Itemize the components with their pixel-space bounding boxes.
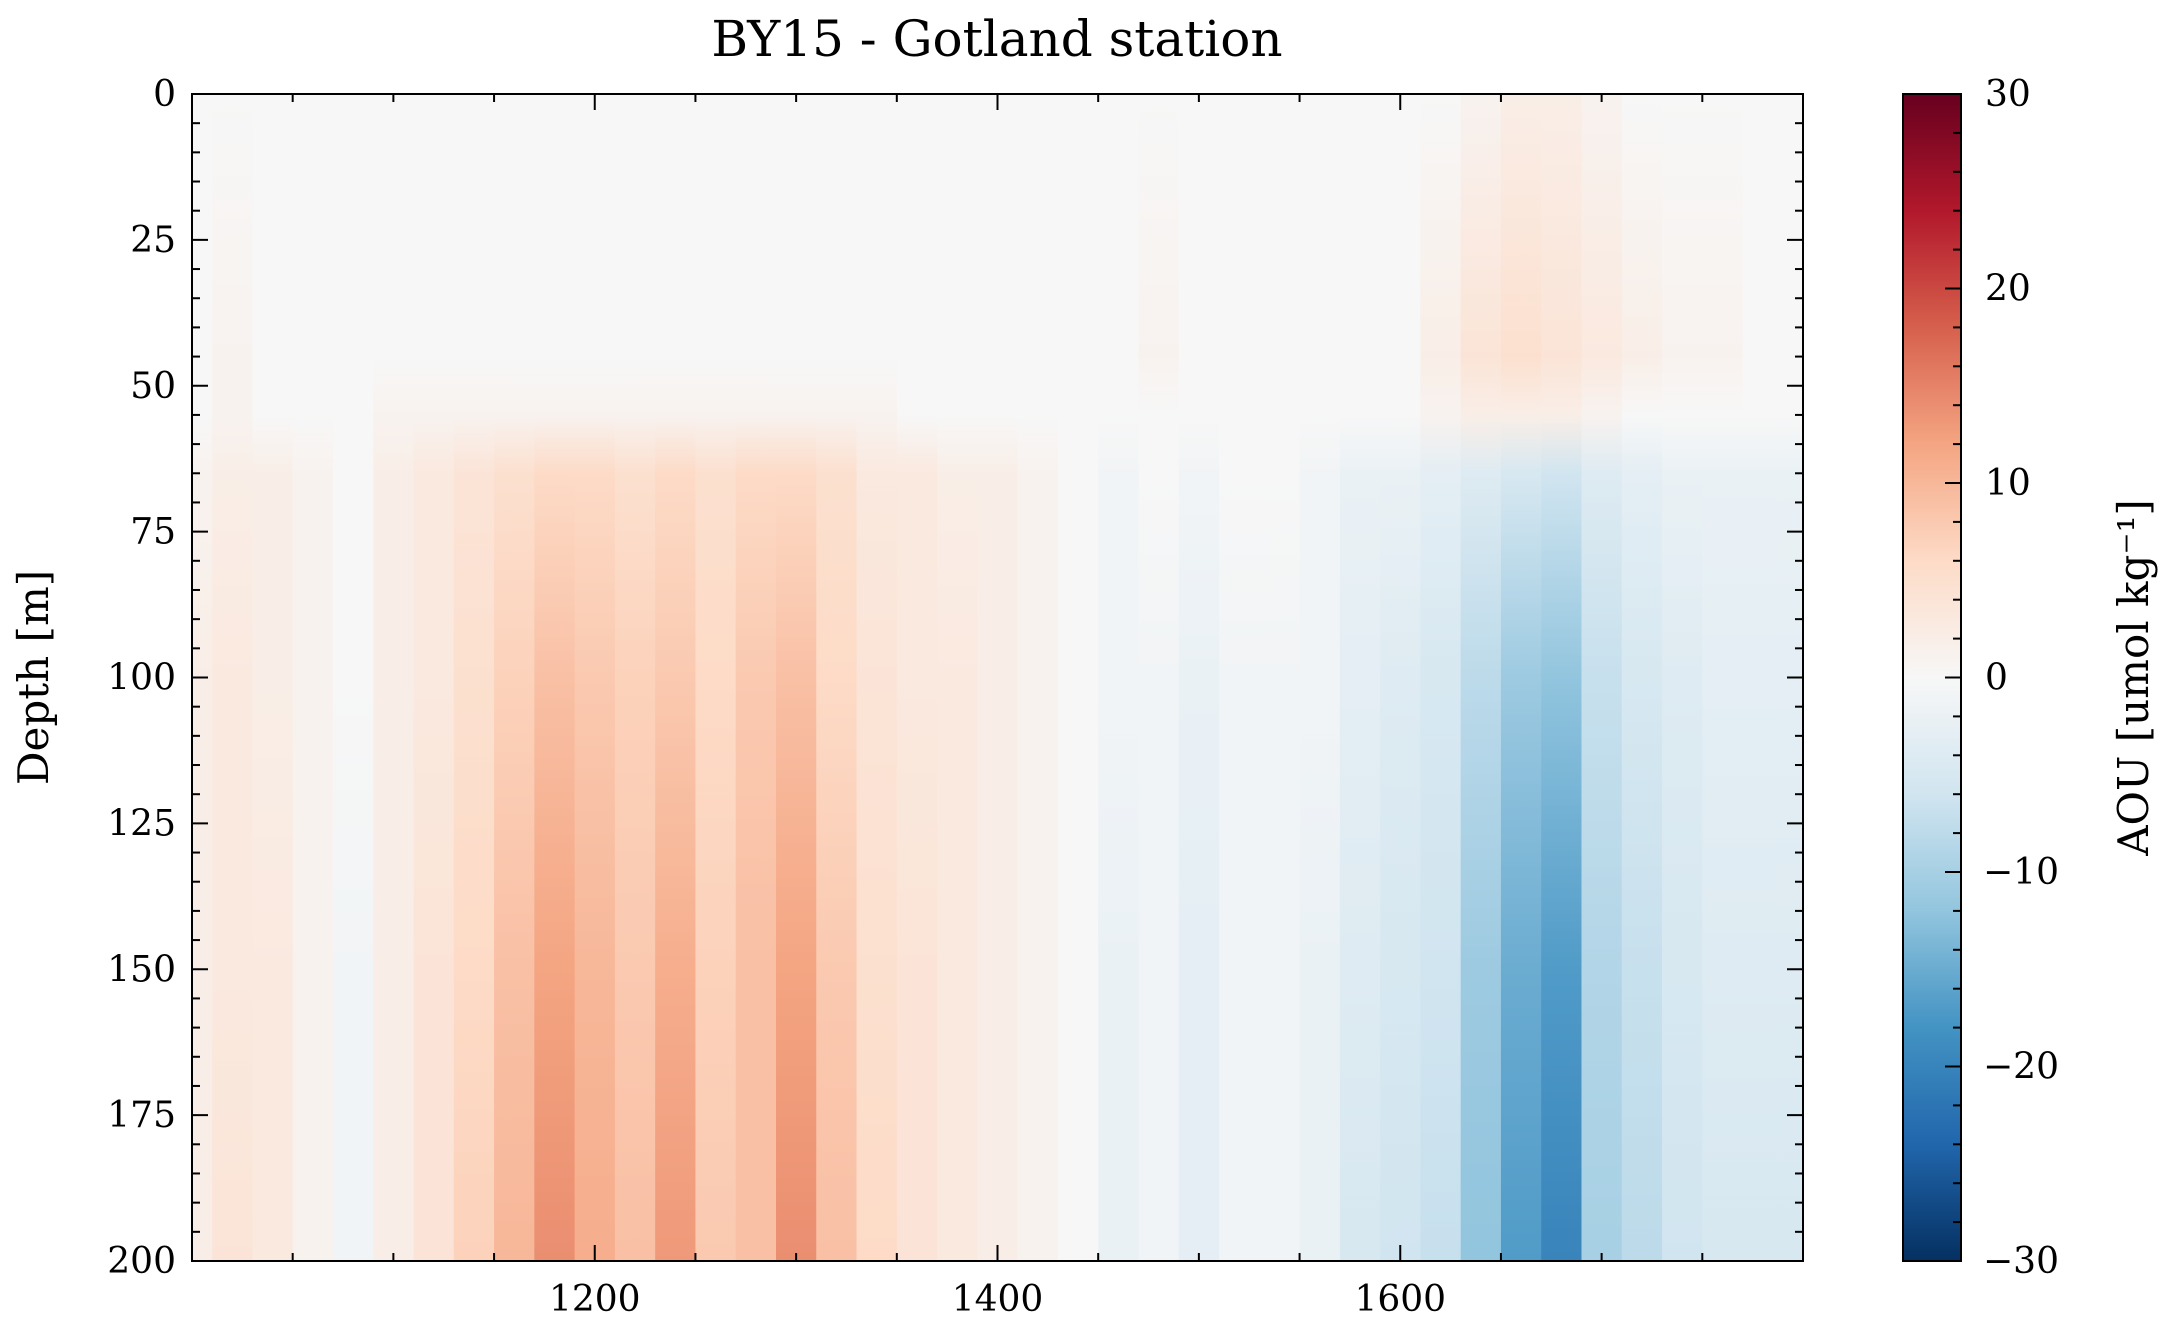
heatmap-column — [1017, 94, 1059, 1261]
heatmap-column — [977, 94, 1019, 1261]
heatmap-column — [373, 94, 415, 1261]
x-tick-label: 1200 — [549, 1279, 641, 1320]
heatmap-column — [1460, 94, 1502, 1261]
heatmap-column — [614, 94, 656, 1261]
heatmap-column — [655, 94, 697, 1261]
colorbar-tick-label: 0 — [1985, 658, 2008, 699]
chart-title: BY15 - Gotland station — [711, 10, 1282, 68]
heatmap-column — [534, 94, 576, 1261]
heatmap-column — [735, 94, 777, 1261]
heatmap-column — [896, 94, 938, 1261]
heatmap-column — [1098, 94, 1140, 1261]
x-tick-label: 1400 — [952, 1279, 1044, 1320]
heatmap-column — [1500, 94, 1542, 1261]
heatmap-column — [816, 94, 858, 1261]
y-tick-label: 75 — [130, 512, 176, 553]
heatmap-cells — [192, 94, 1803, 1261]
colorbar-tick-label: −20 — [1983, 1047, 2059, 1088]
y-axis-label: Depth [m] — [9, 570, 58, 785]
y-tick-label: 200 — [107, 1241, 176, 1282]
y-tick-label: 25 — [130, 220, 176, 261]
heatmap-column — [695, 94, 737, 1261]
colorbar-tick-label: 10 — [1985, 463, 2031, 504]
y-tick-label: 100 — [107, 658, 176, 699]
heatmap-column — [937, 94, 978, 1261]
heatmap-column — [1259, 94, 1301, 1261]
heatmap-column — [413, 94, 455, 1261]
heatmap-column — [1420, 94, 1462, 1261]
y-tick-label: 50 — [130, 366, 176, 407]
heatmap-column — [1057, 94, 1099, 1261]
y-tick-label: 125 — [107, 803, 176, 844]
heatmap-column — [453, 94, 495, 1261]
heatmap-column — [856, 94, 898, 1261]
colorbar-label: AOU [umol kg⁻¹] — [2109, 499, 2158, 857]
colorbar-tick-label: −10 — [1983, 852, 2059, 893]
heatmap-column — [1219, 94, 1260, 1261]
y-tick-label: 175 — [107, 1095, 176, 1136]
heatmap-column — [1541, 94, 1583, 1261]
heatmap-column — [1299, 94, 1341, 1261]
heatmap-column — [1380, 94, 1421, 1261]
colorbar: 30 20 10 0 −10 −20 −30 AOU [umol kg⁻¹] — [1902, 74, 2158, 1282]
heatmap-column — [1178, 94, 1220, 1261]
colorbar-tick-label: −30 — [1983, 1241, 2059, 1282]
heatmap-column — [1339, 94, 1381, 1261]
heatmap-column — [332, 94, 374, 1261]
heatmap-column — [1138, 94, 1180, 1261]
heatmap-column — [212, 94, 254, 1261]
heatmap-column — [1581, 94, 1623, 1261]
heatmap-column — [292, 94, 334, 1261]
heatmap-column — [574, 94, 616, 1261]
axes: 1200 1400 1600 0 25 50 75 100 125 150 175 200 BY15 -… — [9, 10, 1804, 1320]
colorbar-tick-label: 20 — [1985, 269, 2031, 310]
x-tick-label: 1600 — [1354, 1279, 1446, 1320]
heatmap-column — [494, 94, 535, 1261]
heatmap-column — [1621, 94, 1663, 1261]
heatmap-column — [252, 94, 294, 1261]
heatmap-column — [1702, 94, 1744, 1261]
y-tick-label: 0 — [153, 74, 176, 115]
heatmap-column — [1662, 94, 1703, 1261]
heatmap-column — [1742, 94, 1784, 1261]
y-tick-label: 150 — [107, 949, 176, 990]
heatmap-column — [775, 94, 817, 1261]
colorbar-tick-label: 30 — [1985, 74, 2031, 115]
